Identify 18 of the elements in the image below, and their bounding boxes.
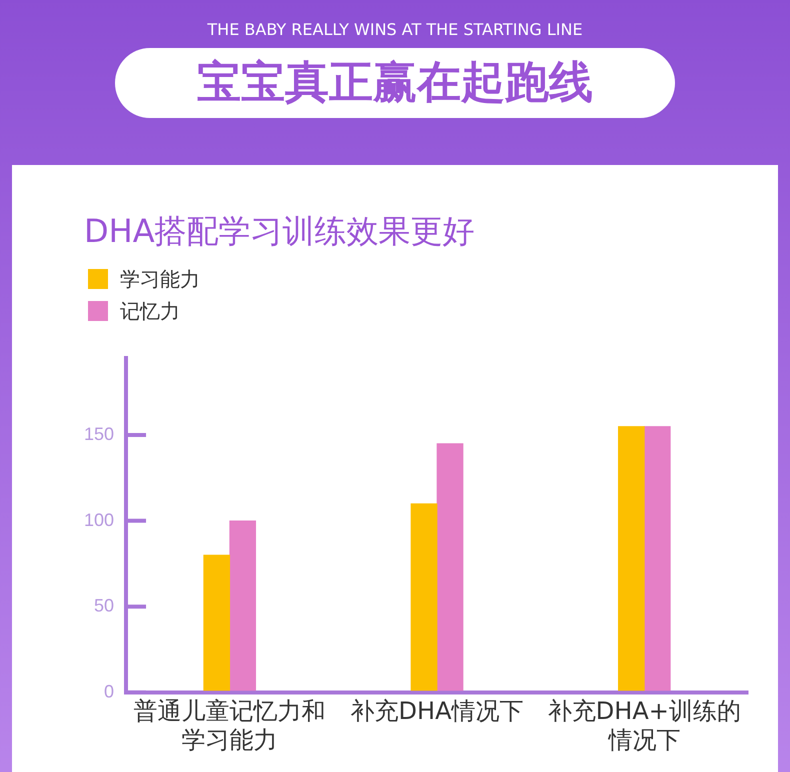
y-tick-label: 150 <box>84 424 114 444</box>
y-tick-label: 0 <box>104 681 114 702</box>
y-tick-label: 50 <box>94 596 114 616</box>
bar <box>229 520 256 691</box>
x-tick-label: 补充DHA情况下 <box>350 697 524 726</box>
y-tick-label: 100 <box>84 510 114 530</box>
legend-label: 记忆力 <box>120 298 180 324</box>
x-tick-label: 普通儿童记忆力和学习能力 <box>134 697 326 754</box>
legend-label: 学习能力 <box>120 266 200 292</box>
chart-title: DHA搭配学习训练效果更好 <box>84 211 475 252</box>
bar <box>644 426 671 691</box>
text: 宝宝真正赢在起跑线 <box>115 48 675 118</box>
bar <box>618 426 645 691</box>
text: THE BABY REALLY WINS AT THE STARTING LINE <box>206 20 584 39</box>
bar <box>410 503 438 691</box>
bar <box>203 554 230 691</box>
bar <box>436 443 464 691</box>
x-tick-label: 补充DHA+训练的情况下 <box>548 697 741 754</box>
